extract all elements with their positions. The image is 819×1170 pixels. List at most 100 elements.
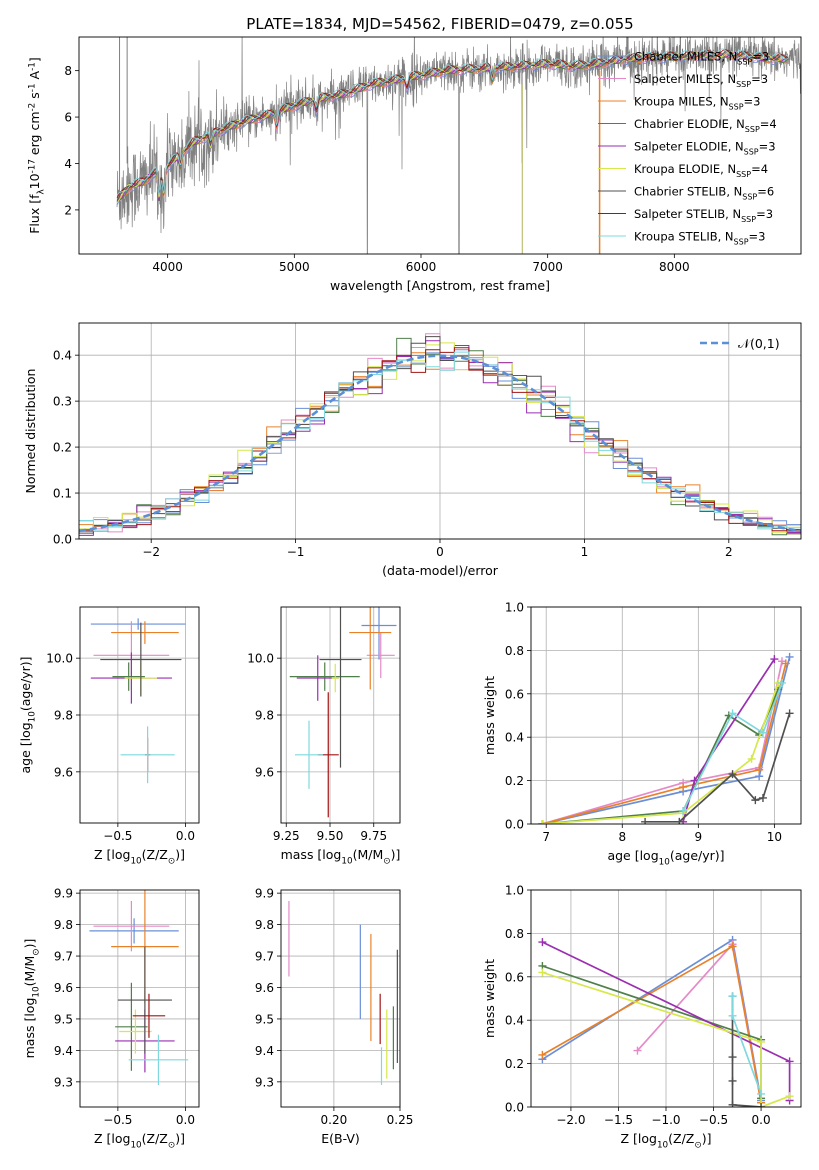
panel-spectrum: 4000 5000 6000 7000 8000 2 4 6 8 wavelength [Angs… [27,36,802,293]
y-axis-label: Normed distribution [23,369,38,494]
mass-weight-marker [728,709,737,718]
mass-weight-line [542,663,787,824]
y-tick-label: 1.0 [505,884,524,898]
mass-weight-marker [747,754,756,763]
y-tick-label: 0.1 [53,487,72,501]
y-tick-label: 1.0 [505,601,524,615]
panel-massweight_vs_Z: −2.0 −1.5 −1.0 −0.5 0.0 0.0 0.2 0.4 0.6 0.8 1.0 Z [… [482,884,802,1150]
y-tick-label: 0.4 [505,1014,524,1028]
y-tick-label: 0.0 [505,818,524,832]
y-tick-label: 9.8 [255,918,274,932]
legend-label: 𝒩(0,1) [738,336,780,351]
plot-area [538,935,794,1107]
y-tick-label: 0.0 [53,533,72,547]
mass-weight-line [542,661,783,824]
mass-weight-marker [538,1050,547,1059]
y-tick-label: 9.8 [54,709,73,723]
errorbar-point [115,982,148,1071]
y-tick-label: 0.8 [505,927,524,941]
errorbar-point [349,607,392,690]
axes-frame [79,606,200,824]
y-tick-label: 0.2 [53,441,72,455]
x-tick-label: 2 [725,545,733,559]
errorbar-point [331,663,339,693]
mass-weight-marker [633,1046,642,1055]
mass-weight-marker [785,1057,794,1066]
y-tick-label: 0.0 [505,1101,524,1115]
errorbar-point [90,618,186,630]
mass-weight-marker [751,796,760,805]
mass-weight-marker [770,655,779,664]
panel-mass_vs_EBV: 0.20 0.25 9.3 9.4 9.5 9.6 9.7 9.8 9.9 E(B-V) [255,887,413,1146]
x-axis-label: Z [log10​(Z/Z⊙​)] [94,1131,185,1150]
mass-weight-marker [781,659,790,668]
mass-weight-marker [758,793,767,802]
legend-label: Kroupa STELIB, NSSP​=3 [634,230,765,247]
x-tick-label: 8000 [659,260,690,274]
plot-area [90,618,186,784]
mass-weight-line [636,942,762,1103]
y-tick-label: 9.6 [54,765,73,779]
x-tick-label: −1.0 [651,1113,680,1127]
mass-weight-marker [538,938,547,947]
x-tick-label: 0.20 [321,1113,348,1127]
legend-label: Kroupa ELODIE, NSSP​=4 [634,162,768,179]
y-tick-label: 0.6 [505,687,524,701]
mass-weight-marker [728,1100,737,1107]
y-tick-label: 9.3 [255,1075,274,1089]
mass-weight-marker [538,968,547,977]
mass-weight-marker [758,728,767,737]
y-tick-label: 10.0 [46,652,73,666]
mass-weight-marker [757,1103,766,1107]
x-axis-label: wavelength [Angstrom, rest frame] [330,278,550,293]
x-tick-label: 10 [767,830,782,844]
mass-weight-marker [728,1011,737,1020]
x-axis-label: Z [log10​(Z/Z⊙​)] [620,1131,711,1150]
legend-label: Salpeter ELODIE, NSSP​=3 [634,140,776,157]
y-tick-label: 9.7 [255,950,274,964]
x-tick-label: 0 [436,545,444,559]
plot-area [538,652,794,824]
x-tick-label: −1 [287,545,305,559]
y-tick-label: 10.0 [247,652,274,666]
y-tick-label: 6 [64,111,72,125]
x-tick-label: −1.5 [604,1113,633,1127]
legend-label: Chabrier STELIB, NSSP​=6 [634,185,774,202]
y-tick-label: 9.9 [255,887,274,901]
y-tick-label: 0.2 [505,774,524,788]
mass-weight-marker [785,1092,794,1101]
x-tick-label: −2 [142,545,160,559]
y-tick-label: 9.4 [54,1044,73,1058]
plot-area [89,890,189,1085]
mass-weight-marker [757,1037,766,1046]
mass-weight-line [542,656,791,824]
legend-label: Salpeter STELIB, NSSP​=3 [634,207,773,224]
x-tick-label: 5000 [279,260,310,274]
normal-reference-curve [79,354,801,533]
y-tick-label: 8 [64,64,72,78]
mass-weight-marker [679,806,688,815]
legend-label: Chabrier ELODIE, NSSP​=4 [634,117,777,134]
mass-weight-line [682,682,783,812]
errorbar-point [295,720,323,789]
axes-frame [78,322,802,540]
panel-age_vs_mass: 9.25 9.50 9.75 9.6 9.8 10.0 mass [log10​(M/M⊙​… [247,606,401,866]
y-tick-label: 9.8 [255,709,274,723]
y-tick-label: 9.4 [255,1044,274,1058]
x-tick-label: 9.50 [317,829,344,843]
y-tick-label: 9.7 [54,950,73,964]
mass-weight-marker [538,820,547,824]
y-tick-label: 9.3 [54,1075,73,1089]
mass-weight-marker [641,817,650,824]
plot-area [79,333,801,536]
panel-massweight_vs_age: 7 8 9 10 0.0 0.2 0.4 0.6 0.8 1.0 age [log10​(age/y… [482,601,802,867]
y-axis-label: age [log10​(age/yr)] [18,656,37,773]
x-tick-label: −0.5 [103,1113,132,1127]
errorbar-point [93,901,170,952]
x-tick-label: −0.5 [699,1113,728,1127]
errorbar-point [120,726,175,784]
x-axis-label: (data-model)/error [382,563,499,578]
y-axis-label: Flux [fλ​10-17​ erg cm-2​ s-1​ A-1​] [27,57,46,234]
y-tick-label: 9.8 [54,918,73,932]
errorbar-point [366,632,395,679]
